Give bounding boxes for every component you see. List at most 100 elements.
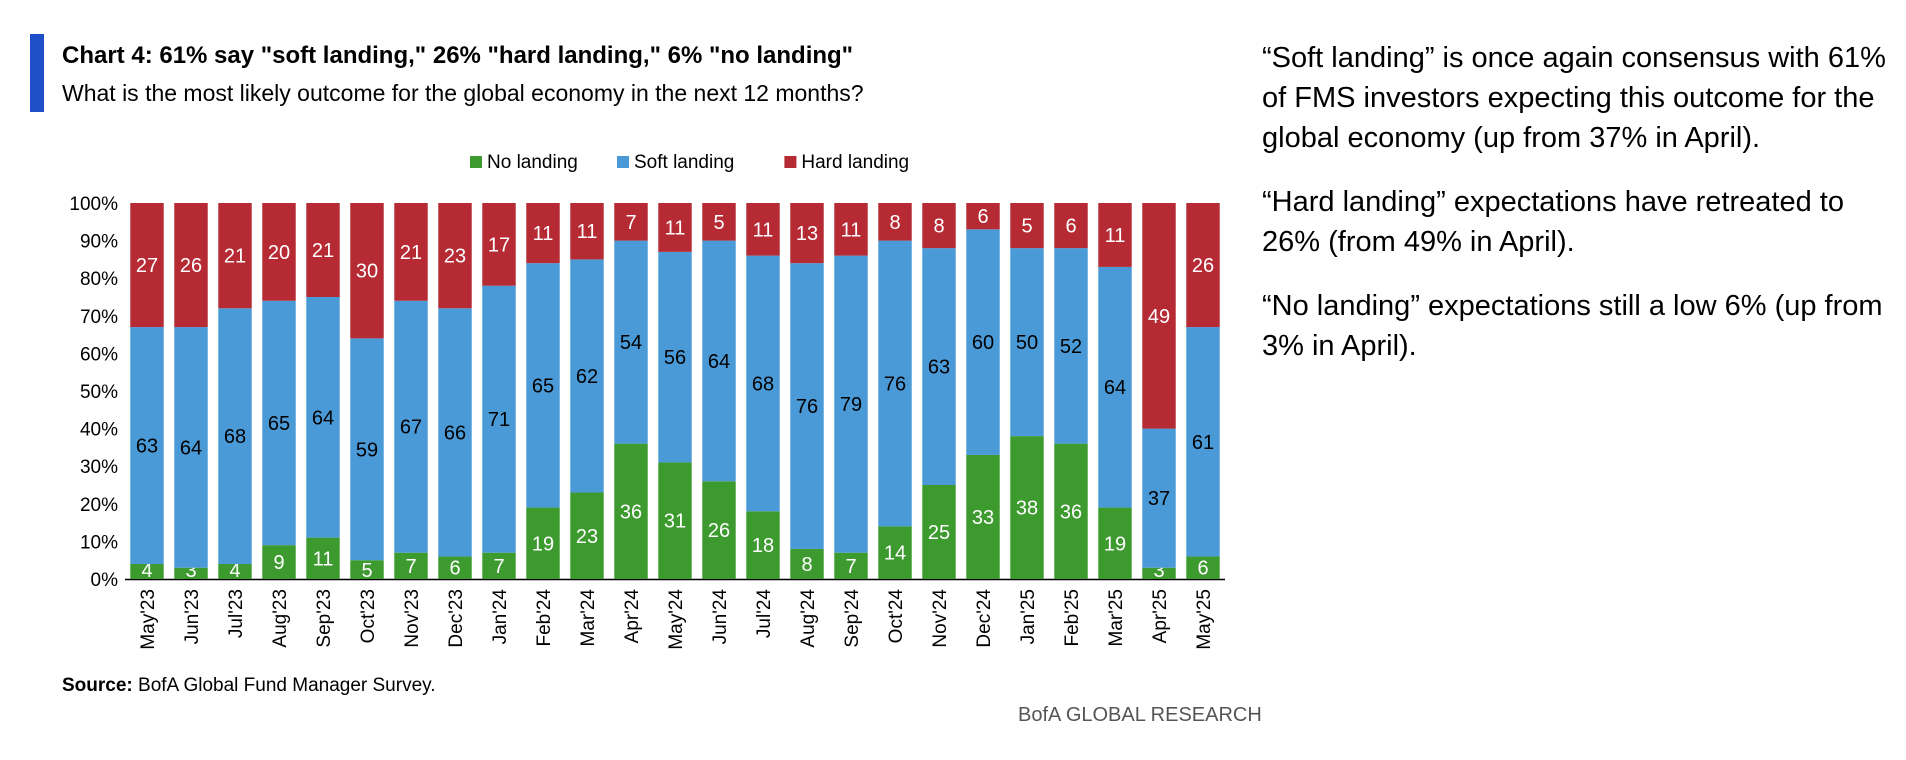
data-label: 4: [229, 560, 240, 582]
y-tick-label: 10%: [80, 532, 118, 553]
bar-segment-hard-landing: [306, 203, 340, 297]
title-accent-bar: [30, 34, 44, 112]
bar-segment-hard-landing: [614, 203, 648, 241]
legend-swatch-0: [470, 156, 482, 168]
x-tick-label: Jul'23: [226, 589, 247, 638]
data-label: 3: [185, 560, 196, 582]
x-tick-label: Jul'24: [754, 589, 775, 638]
data-label: 6: [1197, 558, 1208, 580]
x-tick-label: Dec'24: [974, 589, 995, 648]
data-label: 3: [1153, 560, 1164, 582]
bar-segment-soft-landing: [218, 308, 252, 564]
x-tick-label: Mar'25: [1106, 589, 1127, 646]
data-label: 64: [312, 407, 334, 429]
data-label: 79: [840, 394, 862, 416]
x-tick-label: Aug'23: [270, 589, 291, 648]
stacked-bar-chart: No landing Soft landing Hard landing 0% 10% 2…: [69, 152, 1225, 650]
bar-segment-hard-landing: [174, 203, 208, 328]
data-label: 68: [224, 426, 246, 448]
data-label: 65: [532, 375, 554, 397]
data-label: 8: [801, 554, 812, 576]
bar-segment-hard-landing: [1054, 203, 1088, 249]
data-label: 6: [449, 558, 460, 580]
data-label: 21: [224, 246, 246, 268]
x-tick-label: Sep'24: [842, 589, 863, 648]
y-tick-label: 30%: [80, 457, 118, 478]
data-label: 61: [1192, 432, 1214, 454]
data-label: 21: [400, 242, 422, 264]
data-label: 14: [884, 543, 906, 565]
bar-segment-hard-landing: [570, 203, 604, 260]
data-label: 11: [1105, 225, 1126, 247]
bar-segment-no-landing: [1098, 507, 1132, 579]
data-label: 23: [444, 246, 466, 268]
legend-label-1: Soft landing: [634, 152, 734, 173]
data-label: 64: [180, 437, 202, 459]
bar-segment-soft-landing: [658, 251, 692, 463]
data-label: 11: [533, 223, 554, 245]
x-tick-label: Feb'24: [534, 589, 555, 647]
data-label: 8: [933, 216, 944, 238]
data-label: 7: [405, 556, 416, 578]
data-label: 68: [752, 373, 774, 395]
bar-segment-no-landing: [482, 552, 516, 579]
bar-segment-soft-landing: [746, 255, 780, 512]
data-label: 49: [1148, 306, 1170, 328]
bar-segment-soft-landing: [1142, 428, 1176, 568]
bar-segment-no-landing: [746, 511, 780, 579]
bar-segment-soft-landing: [1186, 327, 1220, 557]
brand-label: BofA GLOBAL RESEARCH: [1018, 704, 1262, 726]
bar-segment-soft-landing: [790, 263, 824, 549]
legend-label-0: No landing: [487, 152, 578, 173]
bar-segment-soft-landing: [526, 263, 560, 508]
data-label: 23: [576, 526, 598, 548]
data-label: 64: [708, 351, 730, 373]
data-label: 19: [1104, 533, 1126, 555]
data-label: 20: [268, 242, 290, 264]
chart-title: Chart 4: 61% say "soft landing," 26% "ha…: [62, 42, 854, 69]
data-label: 66: [444, 422, 466, 444]
bar-segment-no-landing: [262, 545, 296, 579]
bar-segment-no-landing: [130, 563, 164, 579]
y-tick-label: 40%: [80, 420, 118, 441]
bar-segment-hard-landing: [1142, 203, 1176, 429]
bar-segment-soft-landing: [1098, 266, 1132, 508]
x-tick-label: May'23: [138, 589, 159, 650]
bar-segment-hard-landing: [834, 203, 868, 256]
x-tick-label: Dec'23: [446, 589, 467, 648]
data-label: 18: [752, 535, 774, 557]
data-label: 54: [620, 332, 642, 354]
x-tick-label: Oct'24: [886, 589, 907, 644]
commentary-soft-landing: “Soft landing” is once again consensus w…: [1262, 42, 1886, 154]
bar-segment-no-landing: [218, 563, 252, 579]
data-label: 27: [136, 255, 158, 277]
x-tick-label: Oct'23: [358, 589, 379, 643]
bar-segment-no-landing: [1142, 567, 1176, 579]
bar-segment-no-landing: [658, 462, 692, 579]
bar-segment-no-landing: [922, 485, 956, 579]
data-label: 17: [488, 234, 510, 256]
data-label: 38: [1016, 498, 1038, 520]
bar-segment-hard-landing: [130, 203, 164, 328]
bar-segment-soft-landing: [922, 248, 956, 485]
source-note: Source: BofA Global Fund Manager Survey.: [62, 675, 436, 697]
data-label: 50: [1016, 332, 1038, 354]
x-tick-label: Nov'24: [930, 589, 951, 648]
bar-segment-hard-landing: [922, 203, 956, 249]
data-label: 26: [708, 520, 730, 542]
data-label: 9: [273, 552, 284, 574]
data-label: 67: [400, 417, 422, 439]
data-label: 11: [313, 548, 334, 570]
y-tick-label: 50%: [80, 382, 118, 403]
legend-swatch-2: [784, 156, 797, 168]
bar-segment-no-landing: [174, 567, 208, 579]
y-tick-label: 70%: [80, 307, 118, 328]
bar-segment-no-landing: [350, 560, 384, 579]
data-label: 31: [664, 511, 686, 533]
y-tick-label: 80%: [80, 269, 118, 290]
data-label: 4: [141, 560, 152, 582]
data-label: 11: [577, 221, 598, 243]
bar-segment-no-landing: [570, 492, 604, 579]
data-label: 60: [972, 332, 994, 354]
bar-segment-hard-landing: [966, 203, 1000, 230]
